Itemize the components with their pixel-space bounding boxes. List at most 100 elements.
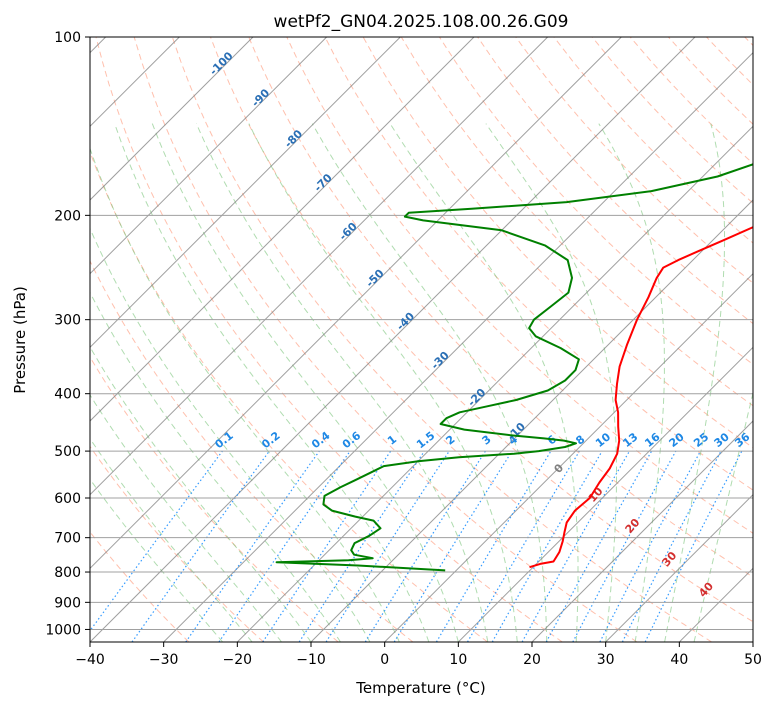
- x-tick-label: 0: [380, 652, 389, 668]
- isotherm: [163, 51, 753, 642]
- mixing-ratio-label: 25: [691, 430, 711, 450]
- isotherm: [90, 37, 254, 201]
- moist-adiabat: [664, 123, 726, 642]
- mixing-ratio-label: 1: [385, 433, 399, 448]
- isotherm: [605, 493, 753, 642]
- mixing-ratio-label: 3: [480, 433, 494, 448]
- dry-adiabat: [90, 259, 414, 642]
- mixing-ratio-line: [572, 450, 677, 642]
- dry-adiabat-label: -100: [207, 49, 236, 78]
- mixing-ratio-label: 36: [732, 430, 752, 450]
- dry-adiabat: [95, 37, 563, 642]
- dry-adiabat: [171, 37, 712, 642]
- y-tick-label: 600: [54, 491, 81, 507]
- dry-adiabat: [210, 37, 753, 623]
- y-tick-label: 1000: [45, 622, 81, 638]
- y-axis-title: Pressure (hPa): [11, 286, 29, 394]
- isotherm: [236, 125, 753, 642]
- x-tick-label: −40: [75, 652, 105, 668]
- dewpoint-profile: [275, 163, 753, 572]
- mixing-ratio-label: 10: [593, 430, 613, 450]
- pressure-gridlines: [90, 37, 753, 630]
- isotherm: [90, 37, 622, 570]
- isotherm: [310, 199, 753, 642]
- dry-adiabat: [90, 356, 339, 642]
- dry-adiabat: [286, 37, 753, 534]
- isotherm: [531, 420, 753, 642]
- mixing-ratio-label: 2: [443, 433, 457, 448]
- dry-adiabat: [90, 150, 488, 642]
- dry-adiabat-label: -20: [465, 386, 488, 409]
- x-tick-label: 10: [449, 652, 467, 668]
- dry-adiabat-label: -90: [249, 86, 272, 109]
- moist-adiabat: [485, 123, 617, 642]
- mixing-ratio-line: [90, 450, 223, 632]
- dry-adiabat-label: -80: [282, 127, 305, 150]
- isotherm: [90, 37, 328, 275]
- mixing-ratio-line: [364, 450, 486, 642]
- mixing-ratio-line: [599, 450, 702, 642]
- moist-adiabat: [311, 123, 548, 642]
- mixing-ratio-line: [644, 450, 743, 642]
- mixing-ratio-label: 30: [712, 430, 732, 450]
- dry-adiabat: [591, 37, 753, 204]
- dry-adiabat: [668, 37, 753, 125]
- mixing-ratio-label: 8: [573, 433, 587, 448]
- isotherm: [90, 37, 549, 496]
- moist-adiabat-label: 30: [659, 549, 679, 569]
- mixing-ratio-line: [466, 450, 580, 642]
- mixing-ratio-label: 1.5: [414, 429, 437, 451]
- x-tick-label: 50: [744, 652, 762, 668]
- chart-title: wetPf2_GN04.2025.108.00.26.G09: [274, 12, 569, 32]
- dry-adiabat: [90, 445, 264, 642]
- mixing-ratio-label: 16: [642, 430, 662, 450]
- isotherm: [90, 37, 696, 642]
- mixing-ratio-label: 0.4: [309, 429, 333, 451]
- moist-adiabat: [389, 123, 579, 642]
- mixing-ratio-line: [185, 450, 320, 642]
- moist-adiabat: [598, 123, 665, 642]
- moist-adiabat: [90, 437, 253, 642]
- mixing-ratio-label: 13: [620, 430, 640, 450]
- mixing-ratio-label: 0.2: [259, 429, 282, 451]
- y-tick-label: 100: [54, 30, 81, 46]
- dry-adiabat: [744, 37, 753, 47]
- dry-adiabat: [706, 37, 753, 86]
- dry-adiabat-label: -60: [337, 220, 360, 243]
- temperature-profile: [529, 226, 753, 569]
- y-tick-label: 300: [54, 313, 81, 329]
- y-tick-label: 200: [54, 208, 81, 224]
- moist-adiabat: [90, 478, 223, 642]
- x-tick-label: 30: [597, 652, 615, 668]
- y-tick-label: 500: [54, 444, 81, 460]
- x-tick-label: −20: [223, 652, 253, 668]
- dry-adiabat-label: -40: [394, 310, 417, 333]
- isotherm: [752, 641, 753, 642]
- isotherm: [90, 37, 401, 349]
- moist-adiabat: [90, 147, 400, 642]
- moist-adiabat: [248, 123, 518, 642]
- mixing-ratio-line: [545, 450, 653, 642]
- mixing-ratio-line: [298, 450, 425, 642]
- x-tick-label: 40: [670, 652, 688, 668]
- dry-adiabat: [477, 37, 753, 325]
- isotherm: [90, 37, 475, 422]
- moist-adiabat: [90, 291, 341, 642]
- moist-adiabat: [90, 345, 312, 642]
- mixing-ratio-label: 0.6: [340, 429, 364, 451]
- mixing-ratio-label: 20: [667, 430, 687, 450]
- moist-adiabat: [151, 123, 459, 642]
- x-tick-label: −10: [296, 652, 326, 668]
- dry-adiabat: [248, 37, 753, 578]
- dry-adiabat: [515, 37, 753, 284]
- x-tick-label: −30: [149, 652, 179, 668]
- isotherm: [678, 567, 753, 642]
- y-tick-label: 900: [54, 595, 81, 611]
- mixing-ratio-line: [325, 450, 450, 642]
- dry-adiabat: [133, 37, 638, 642]
- moist-adiabat: [90, 227, 371, 642]
- isotherm: [384, 272, 753, 642]
- mixing-ratio-line: [218, 450, 351, 642]
- moist-adiabat-label: 20: [623, 516, 643, 536]
